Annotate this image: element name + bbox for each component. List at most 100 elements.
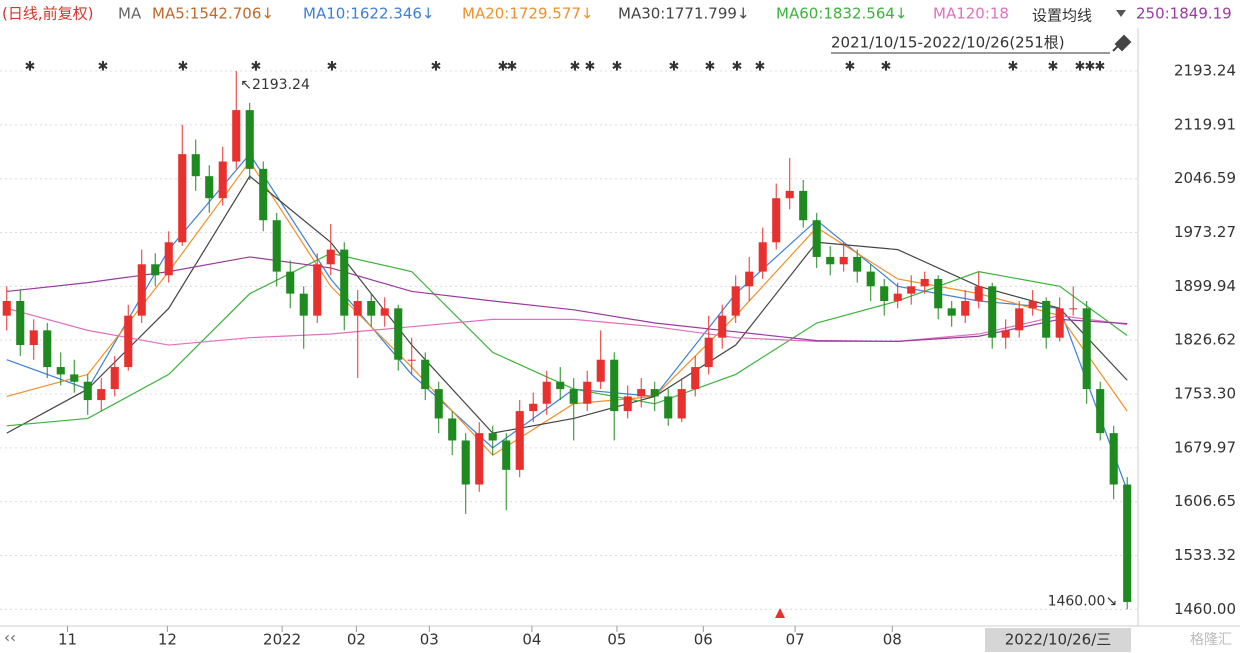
candle-body (1069, 308, 1078, 310)
candle-body (313, 264, 322, 316)
signal-star: ✱ (1085, 60, 1096, 75)
candle-body (853, 256, 862, 272)
candle-body (232, 110, 241, 162)
signal-star: ✱ (732, 60, 743, 75)
candle-body (97, 389, 106, 401)
signal-star: ✱ (1008, 60, 1019, 75)
candle-body (947, 308, 956, 316)
candle-body (245, 110, 254, 169)
candle-body (866, 271, 875, 287)
extreme-label: 1460.00↘ (1048, 593, 1118, 609)
candle-body (137, 264, 146, 316)
candle-body (151, 264, 160, 276)
candle-body (637, 389, 646, 397)
x-tick-label: 12 (158, 631, 177, 649)
x-tick-label: 02 (347, 631, 366, 649)
candle-body (691, 367, 700, 390)
candle-body (880, 286, 889, 301)
candle-body (785, 190, 794, 199)
y-tick-label: 2046.59 (1174, 169, 1236, 187)
candle-body (583, 381, 592, 404)
candle-body (380, 308, 389, 316)
candle-body (164, 242, 173, 276)
candle-body (448, 418, 457, 441)
candle-body (367, 300, 376, 316)
candle-body (556, 381, 565, 390)
candle-body (272, 220, 281, 272)
pin-icon[interactable] (1112, 34, 1132, 52)
ma-line (6, 307, 1128, 346)
y-tick-label: 1533.32 (1174, 546, 1236, 564)
candle-body (29, 330, 38, 346)
y-tick-label: 1973.27 (1174, 223, 1236, 241)
y-tick-label: 1606.65 (1174, 492, 1236, 510)
x-tick-label: 06 (694, 631, 713, 649)
candle-body (812, 220, 821, 257)
candle-body (353, 300, 362, 316)
candle-body (326, 249, 335, 265)
date-range: 2021/10/15-2022/10/26(251根) (831, 34, 1065, 52)
candle-body (1015, 308, 1024, 331)
candle-body (826, 256, 835, 265)
scroll-left[interactable]: ‹‹ (4, 629, 16, 647)
x-tick-label: 11 (58, 631, 77, 649)
candle-body (542, 381, 551, 404)
candle-body (502, 440, 511, 470)
candle-body (731, 286, 740, 316)
candle-body (218, 161, 227, 199)
y-tick-label: 1753.30 (1174, 385, 1236, 403)
signal-star: ✱ (705, 60, 716, 75)
signal-star: ✱ (585, 60, 596, 75)
candle-body (110, 367, 119, 390)
y-tick-label: 1826.62 (1174, 331, 1236, 349)
candle-body (407, 359, 416, 361)
x-tick-label: 04 (522, 631, 541, 649)
signal-star: ✱ (498, 60, 509, 75)
candle-body (961, 300, 970, 316)
signal-star: ✱ (755, 60, 766, 75)
signal-star: ✱ (178, 60, 189, 75)
candle-body (1055, 308, 1064, 338)
candle-body (718, 315, 727, 338)
candle-body (934, 278, 943, 309)
candle-body (664, 396, 673, 419)
signal-star: ✱ (98, 60, 109, 75)
candle-body (421, 359, 430, 390)
settings-button-bg[interactable] (1024, 0, 1136, 30)
y-tick-label: 1460.00 (1174, 600, 1236, 618)
candle-body (610, 359, 619, 412)
adjust-label: (日线,前复权) (2, 5, 93, 23)
ma-label: MA (118, 5, 142, 23)
x-tick-label: 03 (420, 631, 439, 649)
signal-marker (775, 608, 785, 618)
candle-body (596, 359, 605, 382)
candle-body (2, 300, 11, 316)
legend-entry: MA20:1729.577↓ (462, 5, 593, 23)
candle-body (488, 433, 497, 441)
candle-body (1028, 300, 1037, 309)
signal-star: ✱ (612, 60, 623, 75)
signal-star: ✱ (25, 60, 36, 75)
settings-button[interactable]: 设置均线 (1032, 7, 1092, 25)
signal-star: ✱ (1095, 60, 1106, 75)
candle-body (772, 198, 781, 243)
dropdown-arrow[interactable] (1116, 10, 1126, 17)
legend-entry: MA120:18 (933, 5, 1009, 23)
x-tick-label: 05 (607, 631, 626, 649)
candle-body (907, 286, 916, 294)
candle-body (259, 168, 268, 221)
signal-star: ✱ (507, 60, 518, 75)
candle-body (434, 389, 443, 419)
candle-body (650, 389, 659, 397)
legend-entry: MA30:1771.799↓ (618, 5, 749, 23)
candle-body (529, 403, 538, 412)
signal-star: ✱ (845, 60, 856, 75)
candle-body (70, 374, 79, 382)
candle-body (83, 381, 92, 401)
y-tick-label: 2119.91 (1174, 115, 1236, 133)
legend-entry: MA10:1622.346↓ (303, 5, 434, 23)
candle-body (920, 278, 929, 287)
signal-star: ✱ (251, 60, 262, 75)
candle-body (1109, 433, 1118, 485)
